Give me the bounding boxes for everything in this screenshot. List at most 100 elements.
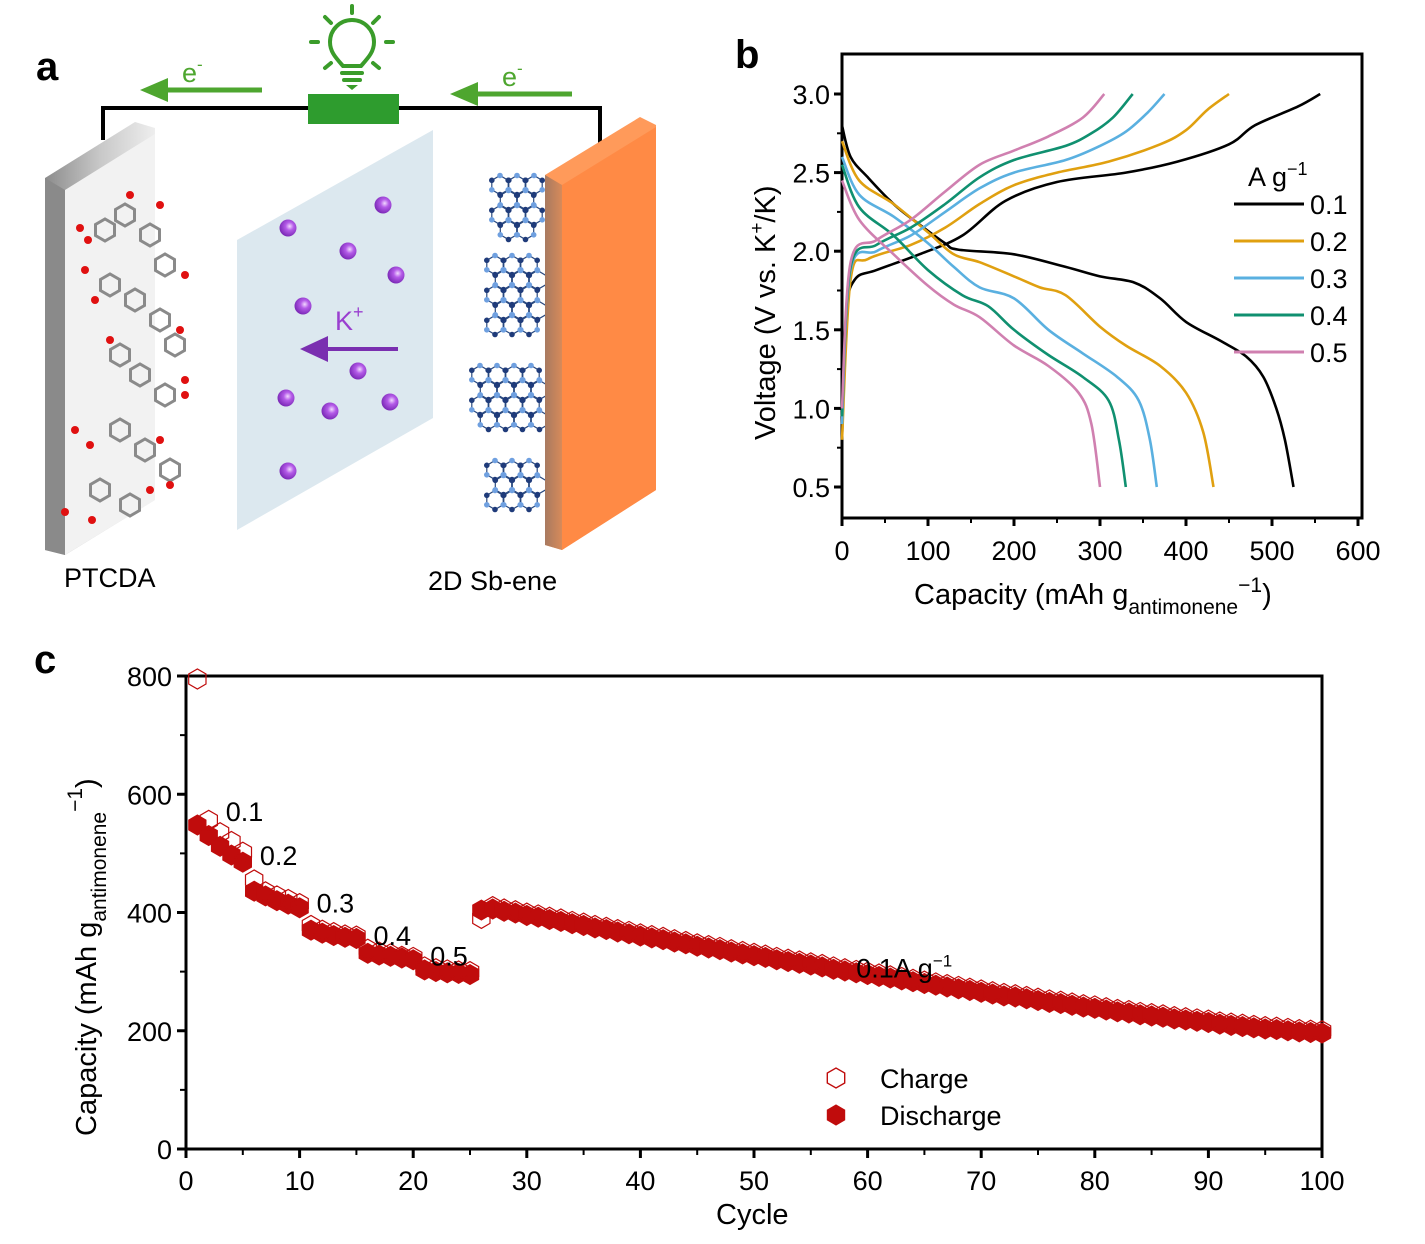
sb-atom <box>492 487 498 494</box>
sb-atom <box>477 392 483 399</box>
electron-arrow-icon <box>140 78 262 102</box>
charge-point <box>1165 1005 1184 1028</box>
sb-atom <box>501 287 507 294</box>
y-tick-label-b: 2.0 <box>792 237 830 267</box>
potassium-ions <box>277 196 405 480</box>
x-tick-label-b: 200 <box>991 536 1036 566</box>
legend-label-0.4: 0.4 <box>1310 301 1348 331</box>
charge-point <box>574 912 593 934</box>
carbon-ring <box>164 332 186 358</box>
sb-atom <box>505 217 512 224</box>
carbon-ring <box>109 342 131 368</box>
sb-atom <box>523 207 529 214</box>
sb-atom <box>477 382 484 389</box>
sb-atom <box>530 192 537 199</box>
charge-point <box>1301 1019 1320 1041</box>
charge-point <box>903 968 923 990</box>
x-tick-label-c: 30 <box>512 1166 542 1196</box>
charge-point <box>426 958 446 980</box>
sb-atom <box>509 312 515 319</box>
sb-atom <box>526 487 532 494</box>
oxygen-atom <box>146 486 154 494</box>
sb-atom <box>528 422 535 428</box>
sb-atom <box>536 377 543 384</box>
panel-letter-c: c <box>34 638 56 682</box>
carbon-ring <box>99 272 121 298</box>
charge-point <box>790 950 809 972</box>
sb-atom <box>511 392 517 399</box>
sb-atom <box>502 426 509 433</box>
charge-point <box>392 945 412 967</box>
sb-atom <box>518 317 524 324</box>
x-tick-label-c: 20 <box>398 1166 428 1196</box>
y-tick-label-c: 200 <box>127 1017 172 1047</box>
charge-point <box>1312 1020 1332 1042</box>
sb-atom <box>522 187 529 194</box>
sb-atom <box>518 462 524 469</box>
carbon-ring <box>94 217 116 243</box>
charge-point <box>869 963 889 985</box>
charge-point <box>597 916 616 938</box>
potassium-ion <box>387 266 405 284</box>
sb-atom <box>526 506 532 513</box>
sb-atom <box>514 232 521 238</box>
axis-ticks-b: 0 100 200 300 400 500 600 0.5 1.0 1.5 2.0 2.5 3.0 <box>792 80 1380 566</box>
sb-atom <box>501 327 507 333</box>
ion-label: K+ <box>335 302 364 336</box>
sb-atom <box>497 222 504 229</box>
sb-atom <box>518 492 524 499</box>
carbon-ring <box>154 382 176 408</box>
charge-point <box>222 830 241 853</box>
sb-atom <box>531 202 537 209</box>
charge-point <box>585 914 605 937</box>
x-tick-label-b: 100 <box>905 536 950 566</box>
points-c <box>188 668 1332 1044</box>
sb-atom <box>497 232 504 238</box>
rate-annotation: 0.4 <box>373 921 411 951</box>
sb-atom <box>494 422 501 428</box>
sb-atom <box>522 217 529 224</box>
oxygen-atom <box>76 224 84 232</box>
sb-atom <box>526 312 532 319</box>
charge-point <box>687 933 707 955</box>
charge-point <box>335 924 355 946</box>
sb-atom <box>536 426 543 433</box>
x-axis-title-b: Capacity (mAh gantimonene−1) <box>914 574 1272 619</box>
panel-letter-a: a <box>36 45 59 89</box>
rate-annotation: 0.1A g−1 <box>856 952 952 984</box>
sb-atom <box>509 302 516 309</box>
charge-point <box>778 948 798 970</box>
sb-atom <box>501 462 507 469</box>
potassium-ion <box>381 393 399 411</box>
oxygen-atom <box>88 516 96 524</box>
sb-atom <box>485 407 492 414</box>
sb-atom <box>511 362 517 369</box>
oxygen-atom <box>86 441 94 449</box>
sb-atom <box>534 267 541 274</box>
charge-point <box>1199 1009 1218 1031</box>
sb-ene-label: 2D Sb-ene <box>428 566 557 596</box>
sb-ring <box>479 409 498 431</box>
charge-point <box>324 921 343 944</box>
oxygen-atom <box>166 481 174 489</box>
panel-b: b 0 100 200 300 400 500 6000.51.01.52.02.53.0 … <box>735 33 1381 619</box>
charge-point <box>926 972 946 994</box>
charge-point <box>801 952 821 974</box>
charge-point <box>949 975 968 998</box>
legend-marker-discharge <box>826 1104 846 1126</box>
y-tick-label-b: 0.5 <box>792 473 830 503</box>
charge-point <box>188 668 207 690</box>
carbon-ring <box>134 437 156 463</box>
charge-point <box>403 946 423 969</box>
sb-atom <box>534 287 540 294</box>
sb-ring <box>496 409 515 431</box>
potassium-ion <box>279 462 297 480</box>
charge-point <box>483 895 502 918</box>
sb-atom <box>519 377 526 384</box>
sb-ring <box>486 314 504 336</box>
sb-atom <box>531 172 537 179</box>
sb-atom <box>503 367 509 374</box>
charge-point <box>1176 1007 1195 1029</box>
carbon-ring <box>89 477 111 503</box>
discharge-curve-0.3 <box>840 156 1159 488</box>
